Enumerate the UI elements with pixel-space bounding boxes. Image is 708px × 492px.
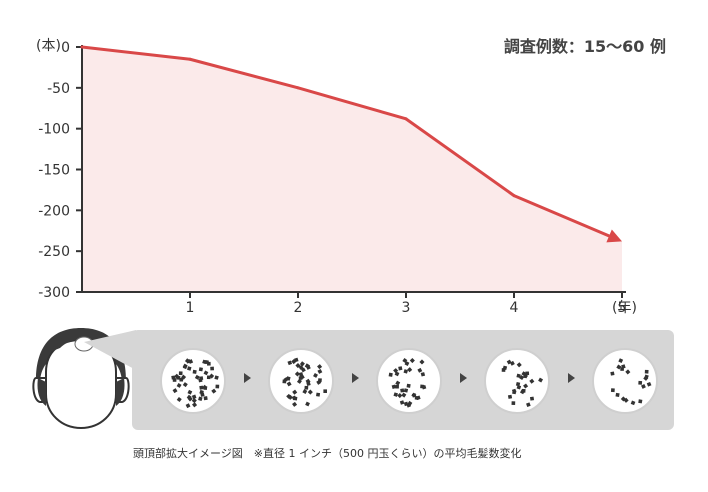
y-tick-label: -250 xyxy=(38,244,70,260)
x-tick-label: 1 xyxy=(186,300,195,316)
series-line-segment xyxy=(296,86,408,121)
x-tick-label: 3 xyxy=(402,300,411,316)
arrow-right-icon xyxy=(460,373,467,383)
arrow-right-icon xyxy=(244,373,251,383)
y-tick-label: -150 xyxy=(38,163,70,179)
x-axis-unit: (年) xyxy=(612,300,637,316)
series-line-segment xyxy=(188,57,300,90)
x-tick-label: 4 xyxy=(510,300,519,316)
y-tick-label: -50 xyxy=(47,81,70,97)
hair-loss-line-chart: 0 -50 -100 -150 -200 -250 -300 1 2 3 4 5 (本) (年) 調… xyxy=(36,37,666,316)
series-line-segment xyxy=(80,45,192,61)
area-fill xyxy=(82,47,622,292)
scalp-circle-icon xyxy=(268,348,334,414)
scalp-zoom-panel xyxy=(132,330,674,430)
y-tick-label: 0 xyxy=(61,40,70,56)
series-line-segment xyxy=(512,194,615,239)
arrow-right-icon xyxy=(568,373,575,383)
y-tick-label: -100 xyxy=(38,122,70,138)
series-arrowhead xyxy=(606,229,622,243)
scalp-circle-icon xyxy=(160,348,226,414)
x-tick-label: 5 xyxy=(618,300,627,316)
series-line-segment xyxy=(404,117,516,198)
y-tick-label: -200 xyxy=(38,203,70,219)
y-tick-label: -300 xyxy=(38,285,70,301)
illustration-caption: 頭頂部拡大イメージ図 ※直径 1 インチ（500 円玉くらい）の平均毛髪数変化 xyxy=(133,447,522,460)
scalp-circle-icon xyxy=(484,348,550,414)
scalp-circle-icon xyxy=(376,348,442,414)
survey-count-annotation: 調査例数：15～60 例 xyxy=(504,37,666,56)
y-axis-ticks: 0 -50 -100 -150 -200 -250 -300 xyxy=(38,40,82,301)
x-tick-label: 2 xyxy=(294,300,303,316)
arrow-right-icon xyxy=(352,373,359,383)
y-axis-unit: (本) xyxy=(36,38,61,54)
scalp-circle-icon xyxy=(592,348,658,414)
zoom-callout xyxy=(84,330,136,370)
x-axis-ticks: 1 2 3 4 5 xyxy=(186,292,627,316)
